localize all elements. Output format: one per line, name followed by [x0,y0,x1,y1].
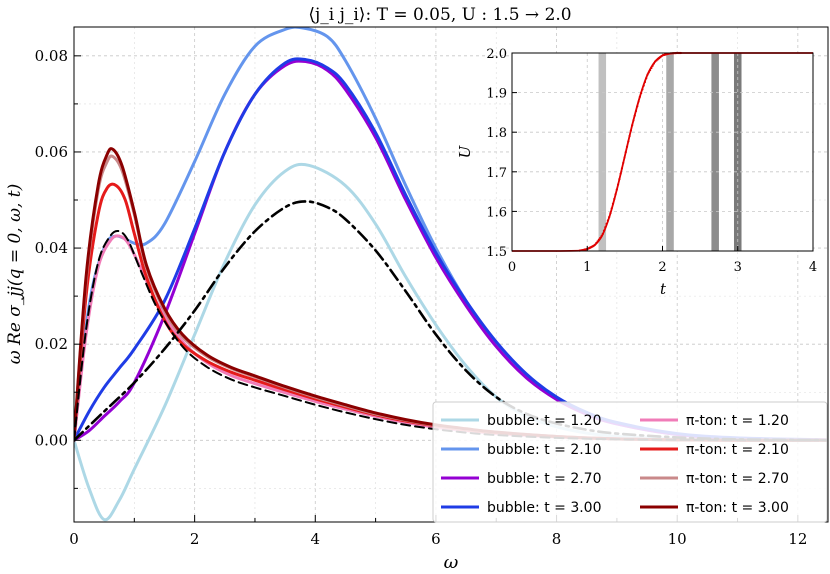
inset-series-marker [652,62,656,65]
inset-series-marker [646,73,649,76]
inset-series-marker [600,235,603,238]
inset-series-marker [617,183,620,186]
legend: bubble: t = 1.20 π-ton: t = 1.20 bubble: t… [432,401,828,523]
legend-label: bubble: t = 3.00 [487,500,602,516]
inset-series-marker [609,212,612,215]
inset-series-marker [611,202,615,205]
inset-series-marker [643,80,647,84]
inset-series-marker [637,100,640,103]
inset-series-marker [614,193,617,196]
inset-x-tick-label: 3 [734,260,742,275]
inset-y-tick-label: 1.5 [486,245,507,260]
inset-series-marker [638,95,641,98]
inset-plot: 0 1 2 3 4 1.5 1.6 1.7 1.8 1.9 2.0 t U [456,47,817,298]
chart-title: ⟨j_i j_i⟩: T = 0.05, U : 1.5 → 2.0 [308,5,571,25]
inset-shaded-band [711,53,719,251]
y-tick-label: 0.02 [35,335,68,353]
inset-series-marker [628,134,631,138]
inset-series-marker [608,216,611,219]
legend-box [432,401,828,523]
legend-label: bubble: t = 1.20 [487,413,602,429]
inset-series-marker [596,240,599,243]
x-tick-label: 12 [788,530,807,548]
inset-y-tick-label: 1.6 [486,205,507,220]
inset-series-marker [650,66,653,70]
inset-series-marker [606,219,609,222]
inset-series-marker [599,236,602,240]
inset-series-marker [610,207,613,210]
x-tick-label: 6 [431,530,441,548]
inset-series-marker [605,222,608,225]
inset-y-tick-label: 2.0 [486,47,507,62]
inset-series-marker [647,71,650,74]
x-tick-label: 4 [311,530,321,548]
inset-series-marker [640,91,643,95]
inset-series-marker [613,197,616,201]
inset-series-marker [627,140,630,143]
legend-label: bubble: t = 2.10 [487,442,602,458]
y-tick-label: 0.06 [35,143,68,161]
x-tick-label: 0 [69,530,79,548]
inset-series-marker [629,129,632,132]
x-tick-label: 8 [552,530,562,548]
legend-label: bubble: t = 2.70 [487,471,602,487]
inset-series-marker [604,226,607,229]
inset-series-marker [624,151,627,154]
inset-series-marker [636,105,639,108]
inset-series-marker [632,119,635,122]
inset-series-marker [602,229,606,232]
inset-series-marker [615,188,618,191]
inset-y-axis-label: U [456,144,474,158]
inset-series-marker [634,109,638,113]
inset-x-tick-label: 1 [583,260,591,275]
inset-series-marker [595,241,598,245]
inset-x-axis-label: t [660,280,667,298]
inset-series-marker [633,114,636,117]
inset-series-marker [601,232,604,236]
inset-x-tick-label: 4 [809,260,817,275]
legend-label: π-ton: t = 3.00 [686,500,789,516]
inset-x-tick-label: 0 [508,260,516,275]
inset-y-tick-label: 1.8 [486,126,507,141]
inset-y-tick-label: 1.7 [486,166,507,181]
y-tick-label: 0.00 [35,431,68,449]
inset-tick-group: 0 1 2 3 4 1.5 1.6 1.7 1.8 1.9 2.0 [486,47,817,275]
inset-series-marker [620,167,624,170]
inset-shaded-band [598,53,607,251]
inset-series-marker [623,156,626,159]
inset-series-marker [641,88,644,91]
legend-label: π-ton: t = 2.10 [686,442,789,458]
legend-label: π-ton: t = 1.20 [686,413,789,429]
main-grid [73,27,828,522]
inset-series-marker [631,124,634,127]
y-tick-label: 0.04 [35,239,68,257]
x-tick-label: 2 [190,530,200,548]
inset-y-tick-label: 1.9 [486,87,507,102]
y-axis-label: ω Re σ_jj(q = 0, ω, t) [5,184,25,365]
inset-x-tick-label: 2 [658,260,666,275]
inset-series-marker [597,238,601,241]
inset-series-marker [645,77,648,80]
inset-series-marker [648,69,652,72]
inset-series-marker [651,64,654,67]
inset-series-marker [642,84,645,87]
inset-series-marker [593,243,597,246]
inset-series-marker [619,172,622,175]
x-tick-label: 10 [668,530,687,548]
x-axis-label: ω [444,552,459,573]
inset-series-marker [618,177,621,181]
y-tick-label: 0.08 [35,47,68,65]
legend-label: π-ton: t = 2.70 [686,471,789,487]
inset-shaded-band [666,53,674,251]
inset-series-marker [622,161,625,165]
inset-series-marker [625,145,629,148]
